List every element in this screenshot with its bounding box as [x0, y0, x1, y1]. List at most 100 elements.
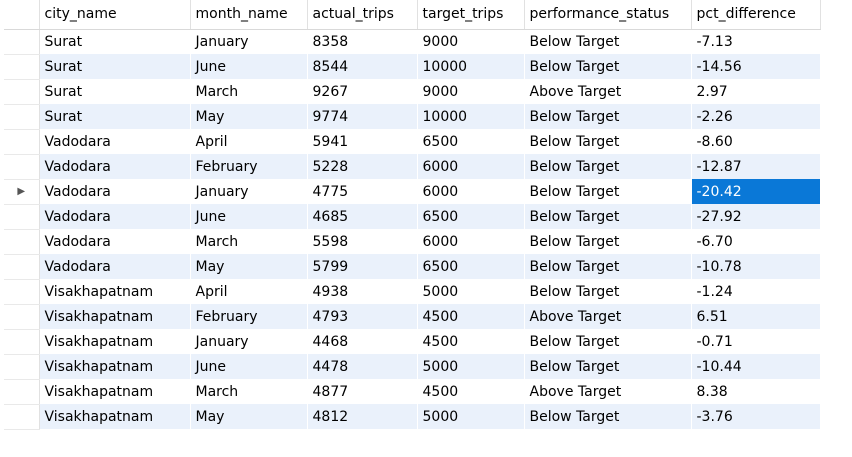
cell-pct-difference[interactable]: -2.26: [691, 104, 821, 129]
cell-pct-difference[interactable]: -0.71: [691, 329, 821, 354]
cell-actual-trips[interactable]: 4775: [307, 179, 418, 204]
cell-target-trips[interactable]: 10000: [417, 104, 525, 129]
cell-actual-trips[interactable]: 8544: [307, 54, 418, 79]
cell-month[interactable]: January: [190, 179, 308, 204]
cell-target-trips[interactable]: 9000: [417, 29, 525, 54]
table-row[interactable]: Surat January 8358 9000 Below Target -7.13: [4, 29, 821, 55]
cell-target-trips[interactable]: 10000: [417, 54, 525, 79]
row-header[interactable]: [4, 229, 40, 255]
cell-target-trips[interactable]: 5000: [417, 279, 525, 304]
cell-pct-difference[interactable]: -12.87: [691, 154, 821, 179]
cell-target-trips[interactable]: 6500: [417, 204, 525, 229]
cell-city[interactable]: Surat: [39, 79, 191, 104]
cell-target-trips[interactable]: 6500: [417, 254, 525, 279]
cell-actual-trips[interactable]: 9774: [307, 104, 418, 129]
cell-month[interactable]: January: [190, 29, 308, 54]
cell-performance-status[interactable]: Below Target: [524, 404, 692, 429]
column-header-pct-difference[interactable]: pct_difference: [691, 0, 821, 30]
cell-city[interactable]: Vadodara: [39, 204, 191, 229]
row-header[interactable]: [4, 154, 40, 180]
cell-performance-status[interactable]: Below Target: [524, 129, 692, 154]
cell-city[interactable]: Visakhapatnam: [39, 279, 191, 304]
row-header[interactable]: [4, 129, 40, 155]
column-header-city-name[interactable]: city_name: [39, 0, 191, 30]
cell-city[interactable]: Visakhapatnam: [39, 329, 191, 354]
cell-target-trips[interactable]: 5000: [417, 404, 525, 429]
cell-month[interactable]: January: [190, 329, 308, 354]
cell-city[interactable]: Visakhapatnam: [39, 354, 191, 379]
cell-performance-status[interactable]: Below Target: [524, 29, 692, 54]
cell-city[interactable]: Visakhapatnam: [39, 404, 191, 429]
cell-target-trips[interactable]: 6500: [417, 129, 525, 154]
table-row[interactable]: Surat March 9267 9000 Above Target 2.97: [4, 79, 821, 105]
cell-performance-status[interactable]: Below Target: [524, 204, 692, 229]
cell-month[interactable]: May: [190, 104, 308, 129]
row-header[interactable]: [4, 79, 40, 105]
cell-pct-difference[interactable]: -10.78: [691, 254, 821, 279]
column-header-performance-status[interactable]: performance_status: [524, 0, 692, 30]
cell-target-trips[interactable]: 6000: [417, 154, 525, 179]
row-header[interactable]: [4, 379, 40, 405]
cell-city[interactable]: Surat: [39, 54, 191, 79]
select-all-corner[interactable]: [4, 0, 40, 30]
cell-pct-difference[interactable]: -27.92: [691, 204, 821, 229]
cell-pct-difference[interactable]: 2.97: [691, 79, 821, 104]
cell-month[interactable]: March: [190, 79, 308, 104]
cell-pct-difference[interactable]: -6.70: [691, 229, 821, 254]
cell-target-trips[interactable]: 9000: [417, 79, 525, 104]
cell-city[interactable]: Vadodara: [39, 254, 191, 279]
cell-city[interactable]: Vadodara: [39, 179, 191, 204]
table-row[interactable]: Vadodara February 5228 6000 Below Target -12.…: [4, 154, 821, 180]
cell-city[interactable]: Vadodara: [39, 154, 191, 179]
table-row[interactable]: Visakhapatnam June 4478 5000 Below Target -10…: [4, 354, 821, 380]
cell-actual-trips[interactable]: 4685: [307, 204, 418, 229]
cell-month[interactable]: March: [190, 379, 308, 404]
cell-city[interactable]: Visakhapatnam: [39, 379, 191, 404]
cell-actual-trips[interactable]: 4812: [307, 404, 418, 429]
cell-pct-difference[interactable]: -14.56: [691, 54, 821, 79]
cell-target-trips[interactable]: 4500: [417, 304, 525, 329]
row-header[interactable]: [4, 329, 40, 355]
cell-city[interactable]: Vadodara: [39, 129, 191, 154]
column-header-target-trips[interactable]: target_trips: [417, 0, 525, 30]
cell-target-trips[interactable]: 4500: [417, 379, 525, 404]
cell-pct-difference[interactable]: -1.24: [691, 279, 821, 304]
row-header[interactable]: [4, 254, 40, 280]
cell-pct-difference[interactable]: -8.60: [691, 129, 821, 154]
cell-month[interactable]: June: [190, 204, 308, 229]
cell-city[interactable]: Surat: [39, 29, 191, 54]
cell-actual-trips[interactable]: 4793: [307, 304, 418, 329]
cell-month[interactable]: June: [190, 54, 308, 79]
table-row[interactable]: Visakhapatnam April 4938 5000 Below Target -1…: [4, 279, 821, 305]
table-row[interactable]: Visakhapatnam February 4793 4500 Above Targe…: [4, 304, 821, 330]
row-header[interactable]: [4, 354, 40, 380]
cell-performance-status[interactable]: Below Target: [524, 54, 692, 79]
cell-month[interactable]: May: [190, 404, 308, 429]
row-header[interactable]: ▶: [4, 179, 40, 205]
cell-actual-trips[interactable]: 4468: [307, 329, 418, 354]
cell-performance-status[interactable]: Above Target: [524, 379, 692, 404]
cell-actual-trips[interactable]: 9267: [307, 79, 418, 104]
cell-pct-difference[interactable]: -3.76: [691, 404, 821, 429]
cell-performance-status[interactable]: Below Target: [524, 254, 692, 279]
row-header[interactable]: [4, 279, 40, 305]
cell-target-trips[interactable]: 5000: [417, 354, 525, 379]
cell-city[interactable]: Visakhapatnam: [39, 304, 191, 329]
cell-month[interactable]: March: [190, 229, 308, 254]
cell-actual-trips[interactable]: 5228: [307, 154, 418, 179]
cell-actual-trips[interactable]: 4877: [307, 379, 418, 404]
cell-performance-status[interactable]: Above Target: [524, 304, 692, 329]
table-row[interactable]: Visakhapatnam May 4812 5000 Below Target -3.7…: [4, 404, 821, 430]
cell-target-trips[interactable]: 4500: [417, 329, 525, 354]
cell-actual-trips[interactable]: 5941: [307, 129, 418, 154]
row-header[interactable]: [4, 404, 40, 430]
row-header[interactable]: [4, 54, 40, 80]
table-row[interactable]: Surat June 8544 10000 Below Target -14.56: [4, 54, 821, 80]
cell-actual-trips[interactable]: 4938: [307, 279, 418, 304]
cell-actual-trips[interactable]: 5598: [307, 229, 418, 254]
cell-pct-difference[interactable]: -20.42: [691, 179, 821, 204]
cell-performance-status[interactable]: Below Target: [524, 329, 692, 354]
cell-performance-status[interactable]: Below Target: [524, 154, 692, 179]
cell-pct-difference[interactable]: -7.13: [691, 29, 821, 54]
row-header[interactable]: [4, 29, 40, 55]
